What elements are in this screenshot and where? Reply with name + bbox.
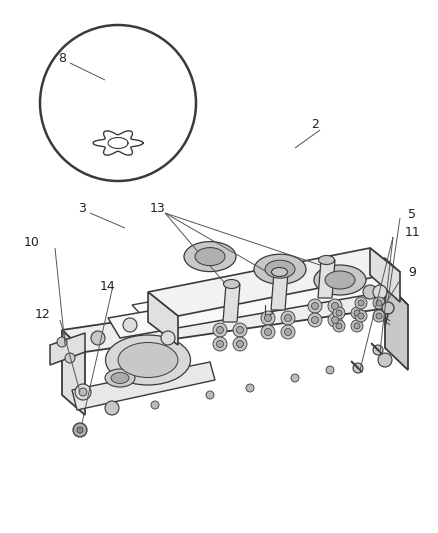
Circle shape xyxy=(333,320,345,332)
Circle shape xyxy=(358,300,364,306)
Polygon shape xyxy=(385,282,408,370)
Circle shape xyxy=(378,353,392,367)
Circle shape xyxy=(311,303,318,310)
Ellipse shape xyxy=(106,335,191,385)
Circle shape xyxy=(354,310,360,316)
Circle shape xyxy=(332,317,339,324)
Ellipse shape xyxy=(223,279,240,288)
Circle shape xyxy=(91,331,105,345)
Circle shape xyxy=(382,302,394,314)
Circle shape xyxy=(206,391,214,399)
Ellipse shape xyxy=(254,254,306,284)
Circle shape xyxy=(336,323,342,329)
Circle shape xyxy=(216,327,223,334)
Circle shape xyxy=(354,323,360,329)
Circle shape xyxy=(328,299,342,313)
Text: 13: 13 xyxy=(150,201,166,214)
Polygon shape xyxy=(108,272,395,338)
Circle shape xyxy=(246,384,254,392)
Circle shape xyxy=(308,313,322,327)
Ellipse shape xyxy=(325,271,355,289)
Ellipse shape xyxy=(265,260,295,278)
Polygon shape xyxy=(223,284,240,322)
Circle shape xyxy=(233,323,247,337)
Circle shape xyxy=(353,363,363,373)
Circle shape xyxy=(213,337,227,351)
Circle shape xyxy=(237,341,244,348)
Circle shape xyxy=(376,313,382,319)
Ellipse shape xyxy=(111,373,129,384)
Circle shape xyxy=(285,314,292,321)
Circle shape xyxy=(333,307,345,319)
Polygon shape xyxy=(72,362,215,410)
Circle shape xyxy=(332,303,339,310)
Circle shape xyxy=(328,313,342,327)
Circle shape xyxy=(75,384,91,400)
Circle shape xyxy=(237,327,244,334)
Polygon shape xyxy=(370,248,400,302)
Polygon shape xyxy=(148,248,400,316)
Ellipse shape xyxy=(314,265,366,295)
Circle shape xyxy=(57,337,67,347)
Circle shape xyxy=(363,285,377,299)
Circle shape xyxy=(213,323,227,337)
Circle shape xyxy=(326,366,334,374)
Circle shape xyxy=(285,328,292,335)
Circle shape xyxy=(373,297,385,309)
Circle shape xyxy=(265,314,272,321)
Text: 5: 5 xyxy=(408,208,416,222)
Circle shape xyxy=(123,318,137,332)
Text: 12: 12 xyxy=(34,309,50,321)
Circle shape xyxy=(65,353,75,363)
Polygon shape xyxy=(148,292,178,345)
Circle shape xyxy=(105,401,119,415)
Circle shape xyxy=(311,317,318,324)
Ellipse shape xyxy=(195,248,225,265)
Text: 11: 11 xyxy=(405,227,421,239)
Circle shape xyxy=(77,427,83,433)
Circle shape xyxy=(265,328,272,335)
Text: 10: 10 xyxy=(24,237,40,249)
Ellipse shape xyxy=(318,255,335,264)
Text: 8: 8 xyxy=(58,52,66,64)
Ellipse shape xyxy=(272,268,287,277)
Circle shape xyxy=(291,374,299,382)
Text: 3: 3 xyxy=(78,201,86,214)
Circle shape xyxy=(233,337,247,351)
Circle shape xyxy=(373,345,383,355)
Circle shape xyxy=(79,388,87,396)
Circle shape xyxy=(355,297,367,309)
Circle shape xyxy=(281,325,295,339)
Polygon shape xyxy=(271,272,288,310)
Circle shape xyxy=(308,299,322,313)
Circle shape xyxy=(373,285,387,299)
Text: 2: 2 xyxy=(311,118,319,132)
Text: 14: 14 xyxy=(100,279,116,293)
Circle shape xyxy=(373,310,385,322)
Ellipse shape xyxy=(118,343,178,377)
Circle shape xyxy=(351,307,363,319)
Circle shape xyxy=(161,331,175,345)
Circle shape xyxy=(73,423,87,437)
Polygon shape xyxy=(62,282,408,352)
Circle shape xyxy=(261,325,275,339)
Circle shape xyxy=(351,320,363,332)
Text: 9: 9 xyxy=(408,265,416,279)
Circle shape xyxy=(376,300,382,306)
Polygon shape xyxy=(50,333,85,365)
Circle shape xyxy=(281,311,295,325)
Circle shape xyxy=(216,341,223,348)
Circle shape xyxy=(151,401,159,409)
Circle shape xyxy=(261,311,275,325)
Circle shape xyxy=(355,310,367,322)
Circle shape xyxy=(336,310,342,316)
Circle shape xyxy=(348,273,362,287)
Circle shape xyxy=(358,313,364,319)
Ellipse shape xyxy=(184,241,236,272)
Polygon shape xyxy=(62,330,85,415)
Polygon shape xyxy=(318,260,335,298)
Ellipse shape xyxy=(105,369,135,387)
